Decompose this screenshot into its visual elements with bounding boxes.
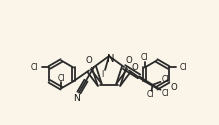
Text: Cl: Cl [162, 89, 169, 98]
Text: Cl: Cl [58, 74, 65, 83]
Text: Cl: Cl [147, 90, 154, 99]
Text: N: N [107, 54, 115, 64]
Text: O: O [86, 56, 92, 65]
Text: Cl: Cl [162, 75, 169, 84]
Text: I: I [101, 70, 103, 79]
Text: Cl: Cl [31, 63, 38, 72]
Text: O: O [132, 63, 139, 72]
Text: Cl: Cl [180, 63, 187, 72]
Text: O: O [170, 83, 177, 92]
Text: N: N [74, 94, 80, 103]
Text: Cl: Cl [141, 53, 148, 62]
Text: O: O [126, 56, 132, 65]
